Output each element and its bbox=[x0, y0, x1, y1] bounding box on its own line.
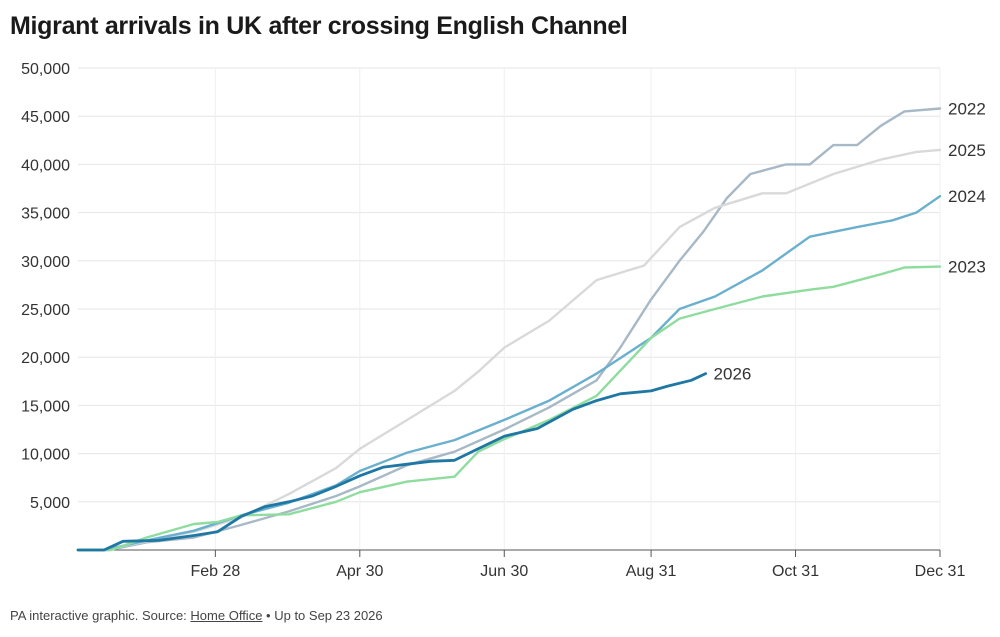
source-link[interactable]: Home Office bbox=[190, 608, 263, 623]
y-tick-label: 20,000 bbox=[21, 350, 70, 367]
series-label-2023: 2023 bbox=[948, 258, 986, 277]
x-axis: Feb 28 Apr 30 Jun 30 Aug 31 Oct 31 Dec 31 bbox=[78, 549, 966, 580]
y-tick-label: 45,000 bbox=[21, 109, 70, 126]
x-tick-label: Aug 31 bbox=[626, 563, 677, 580]
series-line-2023 bbox=[76, 265, 942, 552]
x-tick-label: Feb 28 bbox=[190, 563, 240, 580]
series-label-2022: 2022 bbox=[948, 99, 986, 118]
y-tick-label: 5,000 bbox=[30, 495, 70, 512]
series-label-2024: 2024 bbox=[948, 187, 986, 206]
chart-svg: 5,000 10,000 15,000 20,000 25,000 30,000 35,00… bbox=[21, 61, 986, 580]
y-tick-label: 35,000 bbox=[21, 206, 70, 223]
x-tick-label: Dec 31 bbox=[915, 563, 966, 580]
footer-suffix: • Up to Sep 23 2026 bbox=[262, 608, 383, 623]
y-tick-label: 15,000 bbox=[21, 398, 70, 415]
y-tick-label: 10,000 bbox=[21, 447, 70, 464]
y-tick-label: 30,000 bbox=[21, 254, 70, 271]
gridlines bbox=[78, 67, 941, 550]
series-lines bbox=[76, 107, 942, 552]
series-label-2025: 2025 bbox=[948, 141, 986, 160]
y-tick-label: 25,000 bbox=[21, 302, 70, 319]
y-tick-label: 50,000 bbox=[21, 61, 70, 78]
y-tick-label: 40,000 bbox=[21, 157, 70, 174]
series-line-2026 bbox=[76, 372, 707, 552]
series-labels: 2022 2025 2024 2023 2026 bbox=[714, 99, 986, 383]
x-tick-label: Apr 30 bbox=[336, 563, 383, 580]
footer: PA interactive graphic. Source: Home Off… bbox=[10, 608, 383, 623]
series-label-2026: 2026 bbox=[714, 365, 752, 384]
series-line-2024 bbox=[76, 194, 942, 552]
y-tick-labels: 5,000 10,000 15,000 20,000 25,000 30,000 35,00… bbox=[21, 61, 70, 512]
x-tick-label: Jun 30 bbox=[480, 563, 528, 580]
series-line-2022 bbox=[76, 107, 942, 552]
series-line-2025 bbox=[76, 148, 942, 552]
chart-title: Migrant arrivals in UK after crossing En… bbox=[10, 12, 628, 40]
x-tick-label: Oct 31 bbox=[772, 563, 819, 580]
footer-prefix: PA interactive graphic. Source: bbox=[10, 608, 191, 623]
